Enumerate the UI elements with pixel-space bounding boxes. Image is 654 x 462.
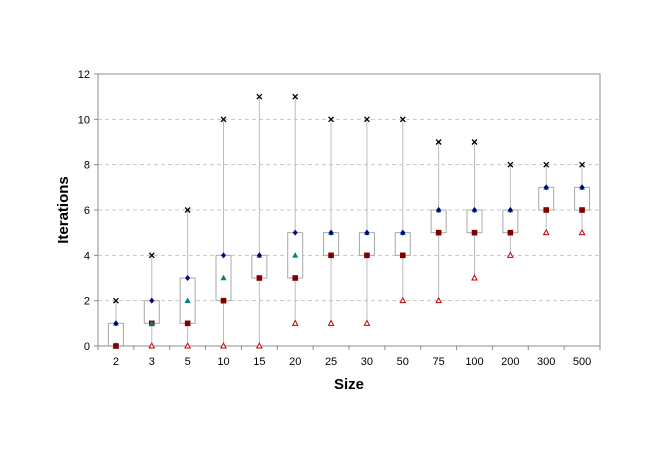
box: [143, 300, 160, 324]
upper-quartile-marker: [221, 252, 226, 259]
x-tick-label: 50: [397, 356, 409, 368]
median-marker: [399, 252, 406, 259]
max-marker: [328, 116, 335, 123]
box: [358, 232, 375, 256]
max-marker: [579, 161, 586, 168]
min-marker: [578, 228, 586, 236]
y-axis-title: Iterations: [55, 176, 72, 244]
box: [502, 209, 519, 234]
min-marker: [220, 342, 227, 349]
max-marker: [220, 116, 227, 123]
box: [538, 186, 555, 211]
mean-marker: [148, 320, 155, 326]
y-tick-label: 2: [84, 296, 90, 308]
y-tick-label: 8: [84, 160, 90, 172]
max-marker: [471, 139, 478, 145]
y-tick-label: 6: [84, 205, 90, 217]
upper-quartile-marker: [256, 252, 262, 259]
x-tick-label: 500: [573, 356, 591, 368]
max-marker: [363, 116, 370, 123]
max-marker: [543, 161, 550, 168]
min-marker: [327, 319, 335, 326]
y-tick-label: 12: [78, 69, 90, 81]
x-tick-label: 200: [501, 356, 519, 368]
median-marker: [328, 252, 334, 259]
median-marker: [543, 207, 550, 213]
mean-marker: [184, 297, 191, 303]
median-marker: [256, 275, 263, 281]
upper-quartile-marker: [400, 229, 406, 236]
box: [430, 209, 447, 234]
min-marker: [506, 251, 514, 258]
max-marker: [435, 139, 442, 145]
upper-quartile-marker: [292, 229, 298, 236]
y-tick-label: 10: [78, 114, 90, 126]
median-marker: [507, 229, 514, 236]
min-marker: [148, 342, 156, 349]
x-tick-label: 20: [289, 356, 301, 368]
plot-area-border: [97, 73, 601, 347]
x-axis-ticks: 2 3 5 10 15 20 25 30 50 75 100 200 300 500: [97, 346, 601, 368]
max-marker: [507, 161, 514, 168]
x-tick-label: 10: [217, 356, 229, 368]
max-marker: [399, 116, 406, 123]
min-marker: [399, 296, 407, 304]
y-tick-label: 4: [84, 250, 90, 262]
boxes: [107, 186, 591, 347]
upper-quartile-marker: [579, 184, 585, 191]
x-tick-label: 3: [149, 356, 155, 368]
mean-marker: [292, 252, 299, 258]
min-marker: [255, 342, 263, 349]
max-marker: [184, 207, 191, 213]
y-tick-label: 0: [84, 341, 90, 353]
median-marker: [364, 252, 370, 259]
x-axis-title: Size: [334, 376, 364, 393]
min-marker: [471, 274, 478, 281]
x-tick-label: 2: [113, 356, 119, 368]
median-marker: [184, 320, 191, 327]
upper-quartile-marker: [149, 297, 155, 304]
x-tick-label: 15: [253, 356, 265, 368]
median-marker: [471, 229, 478, 236]
max-marker: [256, 93, 263, 100]
max-marker: [148, 252, 155, 259]
min-marker: [291, 319, 299, 326]
markers: [112, 93, 586, 349]
max-marker: [292, 93, 299, 100]
box: [394, 232, 411, 256]
upper-quartile-marker: [328, 229, 334, 236]
box: [574, 186, 591, 211]
y-axis-ticks: 0 2 4 6 8 10 12: [78, 69, 98, 353]
x-tick-label: 25: [325, 356, 337, 368]
upper-quartile-marker: [543, 184, 549, 191]
x-tick-label: 100: [465, 356, 483, 368]
box: [251, 254, 268, 279]
x-tick-label: 75: [433, 356, 445, 368]
grid-lines: [98, 118, 600, 302]
box: [323, 232, 340, 256]
max-marker: [112, 297, 119, 304]
min-marker: [184, 342, 192, 349]
median-marker: [220, 297, 227, 304]
box: [466, 209, 483, 234]
x-tick-label: 30: [361, 356, 373, 368]
median-marker: [435, 229, 442, 236]
upper-quartile-marker: [436, 207, 442, 213]
mean-marker: [220, 274, 227, 281]
upper-quartile-marker: [507, 207, 513, 213]
upper-quartile-marker: [185, 275, 191, 281]
median-marker: [579, 207, 585, 213]
upper-quartile-marker: [364, 229, 370, 236]
upper-quartile-marker: [472, 207, 477, 213]
min-marker: [435, 296, 443, 304]
min-marker: [542, 228, 550, 236]
min-marker: [363, 319, 371, 326]
x-tick-label: 300: [537, 356, 555, 368]
upper-quartile-marker: [113, 320, 119, 327]
median-marker: [113, 343, 119, 349]
x-tick-label: 5: [185, 356, 191, 368]
median-marker: [292, 275, 299, 281]
